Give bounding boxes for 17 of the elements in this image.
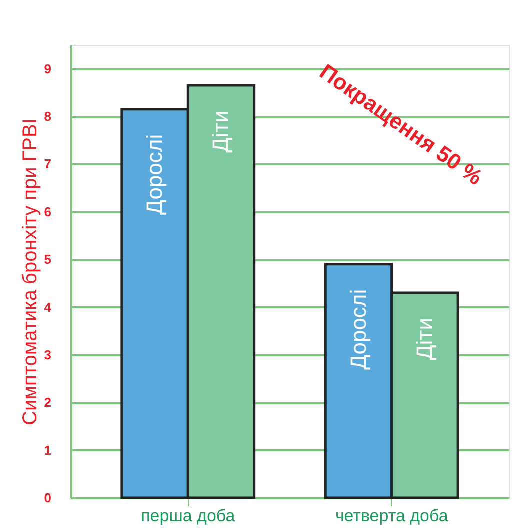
series-label: Дорослі xyxy=(142,134,168,215)
y-tick-label: 7 xyxy=(44,156,52,172)
x-tick-label: перша доба xyxy=(141,506,236,526)
text: Діти xyxy=(208,110,234,153)
y-tick-label: 8 xyxy=(44,109,52,124)
y-tick-label: 1 xyxy=(44,442,52,458)
y-tick-label: 9 xyxy=(44,61,52,76)
text: Дорослі xyxy=(346,289,371,370)
y-tick-label: 5 xyxy=(44,252,52,268)
series-label: Діти xyxy=(412,318,437,360)
y-tick-label: 4 xyxy=(44,300,52,315)
y-tick-label: 2 xyxy=(44,395,52,410)
y-tick-label: 6 xyxy=(44,204,52,220)
y-tick-label: 3 xyxy=(44,347,52,362)
x-tick-label: четверта доба xyxy=(335,506,449,526)
y-tick-label: 0 xyxy=(44,490,52,506)
y-axis-title: Симптоматика бронхіту при ГРВІ xyxy=(19,118,42,426)
